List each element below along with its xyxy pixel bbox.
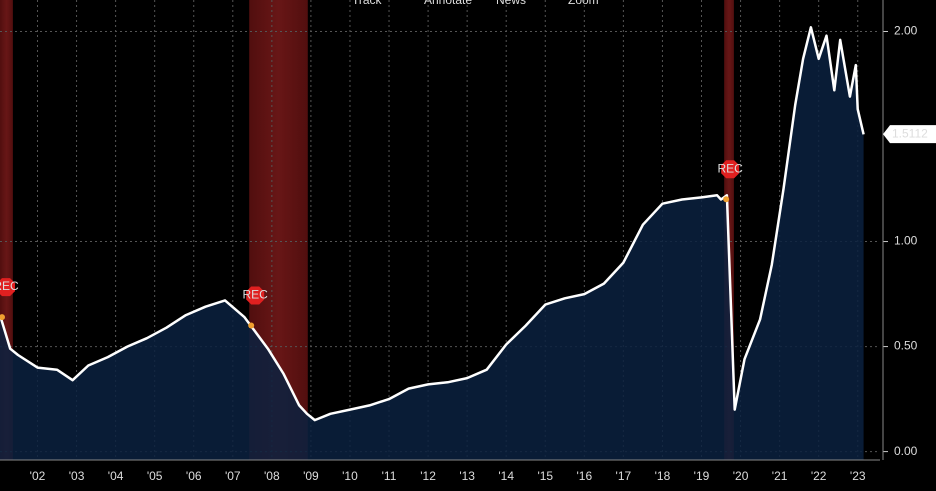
x-tick-label: '03 [69,469,85,483]
toolbar-button: Annotate [424,0,472,7]
recession-marker [723,196,730,203]
x-tick-label: '18 [655,469,671,483]
recession-tag [721,160,740,179]
x-tick-label: '04 [108,469,124,483]
x-tick-label: '16 [577,469,593,483]
recession-tag [0,278,15,297]
x-tick-label: '06 [186,469,202,483]
x-tick-label: '11 [382,469,397,483]
x-tick-label: '20 [733,469,749,483]
x-tick-label: '13 [459,469,475,483]
x-tick-label: '12 [420,469,436,483]
y-tick-label: 0.50 [894,339,918,353]
toolbar-button: Track [352,0,383,7]
toolbar-button: News [496,0,526,7]
last-value-label: 1.5112 [892,126,928,140]
toolbar-button: Zoom [568,0,599,7]
series-area [0,27,864,461]
x-tick-label: '10 [342,469,358,483]
x-tick-label: '05 [147,469,163,483]
recession-tag-label: REC [717,161,743,175]
x-tick-label: '14 [498,469,514,483]
x-tick-label: '09 [303,469,319,483]
x-tick-label: '15 [537,469,553,483]
y-tick-label: 1.00 [894,234,918,248]
x-tick-label: '08 [264,469,280,483]
recession-tag-label: REC [0,279,19,293]
y-tick-label: 0.00 [894,444,918,458]
recession-marker [248,322,255,329]
x-tick-label: '21 [772,469,788,483]
x-tick-label: '02 [30,469,46,483]
y-tick-label: 2.00 [894,24,918,38]
recession-marker [0,314,5,321]
x-tick-label: '23 [850,469,866,483]
recession-tag-label: REC [243,288,269,302]
recession-tag [246,286,265,305]
x-tick-label: '17 [616,469,632,483]
x-tick-label: '19 [694,469,710,483]
x-tick-label: '22 [811,469,827,483]
series-line [0,26,865,422]
last-value-box [883,125,936,144]
x-tick-label: '07 [225,469,241,483]
